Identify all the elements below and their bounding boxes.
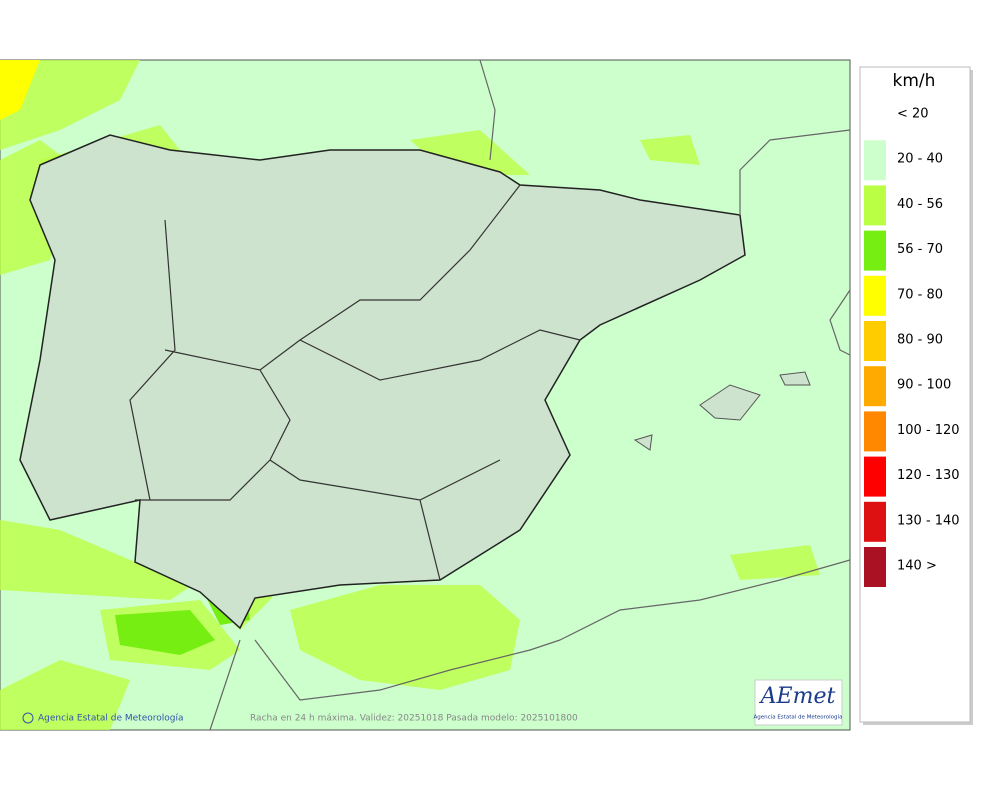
legend-swatch (864, 366, 886, 407)
logo-subtitle: Agencia Estatal de Meteorología (754, 714, 843, 721)
legend-label: 80 - 90 (897, 333, 943, 348)
balearic-islands (633, 371, 811, 451)
copyright-text: Agencia Estatal de Meteorología (38, 714, 184, 724)
legend-label: < 20 (897, 107, 929, 122)
logo-name: AEmet (759, 684, 836, 709)
france-coast (739, 129, 851, 356)
legend-label: 56 - 70 (897, 242, 943, 257)
legend-swatch (864, 547, 886, 587)
legend-label: 140 > (897, 559, 937, 574)
legend-label: 100 - 120 (897, 423, 960, 438)
legend-swatch (864, 411, 886, 452)
caption: Racha en 24 h máxima. Validez: 20251018 … (250, 714, 578, 724)
legend-swatch (864, 185, 886, 226)
wind-areas (0, 60, 820, 730)
legend: < 20 20 - 40 40 - 56 56 - 70 70 - 80 80 - 90 9… (864, 95, 960, 587)
coastlines (209, 59, 851, 731)
legend-label: 120 - 130 (897, 468, 960, 483)
legend-swatch (864, 275, 886, 316)
legend-label: 20 - 40 (897, 152, 943, 167)
legend-label: 90 - 100 (897, 378, 951, 393)
legend-swatch (864, 321, 886, 361)
legend-label: 70 - 80 (897, 287, 943, 302)
legend-swatch (864, 140, 886, 181)
legend-label: 40 - 56 (897, 197, 943, 212)
legend-swatch (864, 230, 886, 271)
legend-swatch (864, 95, 886, 135)
legend-swatch (864, 456, 886, 497)
copyright-icon (22, 712, 34, 724)
logo-box (754, 679, 843, 726)
legend-swatch (864, 501, 886, 542)
iberian-peninsula (19, 134, 746, 630)
region-borders (129, 184, 581, 581)
legend-title: km/h (893, 71, 936, 91)
legend-label: 130 - 140 (897, 513, 960, 528)
